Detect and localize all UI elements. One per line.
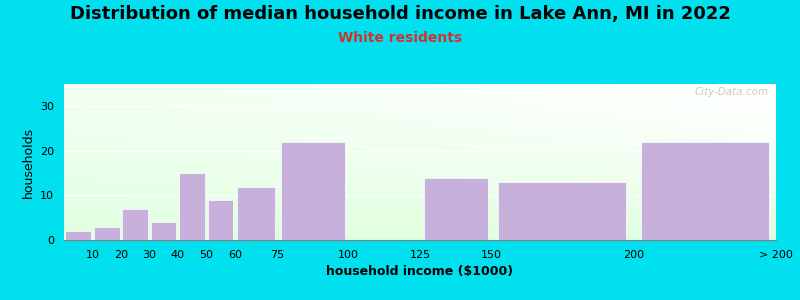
Bar (498, 182, 626, 240)
Y-axis label: households: households (22, 126, 34, 198)
Bar (641, 142, 769, 240)
Bar (208, 200, 234, 240)
Bar (179, 173, 205, 240)
Bar (66, 231, 91, 240)
Bar (151, 222, 177, 240)
Bar (122, 209, 148, 240)
Bar (423, 178, 488, 240)
Text: White residents: White residents (338, 32, 462, 46)
Text: Distribution of median household income in Lake Ann, MI in 2022: Distribution of median household income … (70, 4, 730, 22)
X-axis label: household income ($1000): household income ($1000) (326, 265, 514, 278)
Bar (94, 226, 119, 240)
Text: City-Data.com: City-Data.com (694, 87, 769, 97)
Bar (237, 187, 275, 240)
Bar (281, 142, 346, 240)
